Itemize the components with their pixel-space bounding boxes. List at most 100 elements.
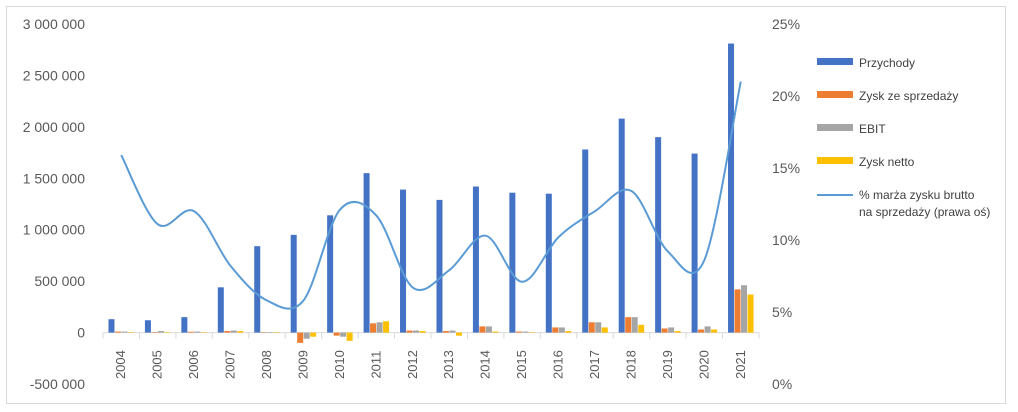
x-tick-label-2012: 2012 [405, 350, 420, 379]
bar-ebit-2018 [631, 317, 638, 333]
x-tick-label-2021: 2021 [733, 350, 748, 379]
legend-swatch-przychody [817, 58, 853, 65]
x-tick-label-2009: 2009 [295, 350, 310, 379]
x-tick-label-2015: 2015 [514, 350, 529, 379]
legend-swatch-zysk-netto [817, 157, 853, 164]
bar-zysk-ze-sprzeda-y-2009 [297, 332, 304, 343]
bar-przychody-2013 [436, 199, 443, 333]
line-layer [120, 81, 742, 310]
bar-zysk-netto-2019 [674, 331, 681, 333]
bar-przychody-2017 [582, 149, 589, 333]
y-left-tick-label: 1 500 000 [23, 170, 85, 186]
bar-ebit-2004 [121, 331, 128, 333]
bar-ebit-2005 [157, 331, 164, 333]
bar-zysk-netto-2012 [419, 331, 426, 333]
bar-ebit-2013 [449, 330, 456, 333]
bar-przychody-2015 [509, 192, 516, 333]
bar-zysk-netto-2004 [127, 332, 134, 333]
chart-frame: -500 000 0 500 000 1 000 000 1 500 000 2 000 … [6, 6, 1006, 404]
y-right-tick-label: 10% [772, 232, 800, 248]
legend-label-marza-line1: % marża zysku brutto [859, 188, 975, 202]
bar-przychody-2020 [691, 153, 698, 333]
x-tick-label-2019: 2019 [660, 350, 675, 379]
x-tick-label-2005: 2005 [150, 350, 165, 379]
bar-zysk-ze-sprzeda-y-2018 [625, 317, 632, 333]
x-tick-labels: 2004 2005 2006 2007 2008 2009 2010 2011 2012 2013… [113, 350, 748, 379]
bar-przychody-2016 [545, 193, 552, 333]
bar-przychody-2021 [728, 43, 735, 333]
y-left-tick-label: 1 000 000 [23, 222, 85, 238]
bar-przychody-2006 [181, 317, 188, 333]
bar-zysk-ze-sprzeda-y-2021 [734, 289, 741, 333]
bar-zysk-ze-sprzeda-y-2015 [515, 331, 522, 333]
bar-przychody-2010 [327, 215, 334, 333]
y-right-tick-label: 15% [772, 160, 800, 176]
bar-zysk-ze-sprzeda-y-2008 [260, 332, 267, 333]
legend-swatch-ebit [817, 124, 853, 131]
x-tick-label-2007: 2007 [223, 350, 238, 379]
bar-przychody-2011 [363, 173, 370, 333]
bar-zysk-netto-2020 [711, 329, 718, 333]
bar-zysk-netto-2009 [310, 332, 317, 337]
bar-przychody-2008 [254, 246, 261, 333]
bar-ebit-2007 [230, 330, 237, 333]
line-marza-zysku-brutto [120, 81, 742, 310]
bar-zysk-netto-2014 [492, 331, 499, 333]
bar-zysk-netto-2017 [601, 327, 608, 333]
x-tick-label-2014: 2014 [478, 350, 493, 379]
y-left-tick-label: 2 000 000 [23, 119, 85, 135]
bar-ebit-2012 [413, 330, 420, 333]
legend-swatch-zysk-ze-sprzedazy [817, 91, 853, 98]
bar-przychody-2014 [472, 186, 479, 333]
bar-przychody-2004 [108, 319, 115, 333]
legend-label-przychody: Przychody [859, 56, 915, 70]
bar-zysk-ze-sprzeda-y-2019 [661, 328, 668, 333]
bar-przychody-2005 [144, 320, 151, 333]
y-right-tick-label: 20% [772, 88, 800, 104]
bars-layer [108, 43, 754, 343]
legend-label-ebit: EBIT [859, 122, 886, 136]
bar-zysk-netto-2006 [200, 332, 207, 333]
legend-label-zysk-ze-sprzedazy: Zysk ze sprzedaży [859, 89, 958, 103]
x-tick-label-2010: 2010 [332, 350, 347, 379]
y-left-tick-label: 0 [77, 325, 85, 341]
x-tick-label-2006: 2006 [186, 350, 201, 379]
bar-zysk-netto-2010 [346, 332, 353, 341]
bar-zysk-netto-2021 [747, 294, 754, 333]
x-tick-label-2008: 2008 [259, 350, 274, 379]
bar-zysk-ze-sprzeda-y-2006 [187, 331, 194, 333]
bar-ebit-2021 [741, 285, 748, 333]
bar-zysk-ze-sprzeda-y-2012 [406, 330, 413, 333]
legend-label-zysk-netto: Zysk netto [859, 155, 915, 169]
bar-zysk-ze-sprzeda-y-2007 [224, 331, 231, 333]
bar-zysk-netto-2008 [273, 332, 280, 333]
legend: Przychody Zysk ze sprzedaży EBIT Zysk ne… [817, 56, 990, 219]
bar-zysk-netto-2018 [638, 324, 645, 333]
bar-zysk-netto-2011 [383, 321, 390, 333]
bar-ebit-2015 [522, 331, 529, 333]
bar-ebit-2008 [267, 332, 274, 333]
bar-zysk-ze-sprzeda-y-2017 [588, 322, 595, 333]
y-left-tick-label: 500 000 [34, 273, 85, 289]
bar-zysk-netto-2005 [164, 332, 171, 333]
bar-zysk-netto-2007 [237, 331, 244, 333]
bar-ebit-2006 [194, 331, 201, 333]
bar-zysk-ze-sprzeda-y-2004 [114, 331, 121, 333]
bar-ebit-2016 [558, 327, 565, 333]
y-right-tick-label: 25% [772, 16, 800, 32]
x-tick-label-2011: 2011 [368, 351, 383, 379]
bar-zysk-ze-sprzeda-y-2011 [370, 323, 377, 333]
x-tick-label-2016: 2016 [551, 350, 566, 379]
bar-ebit-2020 [704, 326, 711, 333]
y-right-tick-label: 0% [772, 376, 792, 392]
bar-zysk-ze-sprzeda-y-2005 [151, 332, 158, 333]
bar-ebit-2014 [485, 326, 492, 333]
bar-przychody-2012 [400, 189, 407, 333]
bar-zysk-ze-sprzeda-y-2010 [333, 332, 340, 336]
bar-przychody-2007 [217, 287, 224, 333]
x-tick-label-2017: 2017 [587, 350, 602, 379]
bar-zysk-netto-2013 [455, 332, 462, 336]
combo-chart: -500 000 0 500 000 1 000 000 1 500 000 2 000 … [23, 16, 991, 392]
x-tick-label-2013: 2013 [441, 350, 456, 379]
legend-label-marza-line2: na sprzedaży (prawa oś) [859, 205, 990, 219]
